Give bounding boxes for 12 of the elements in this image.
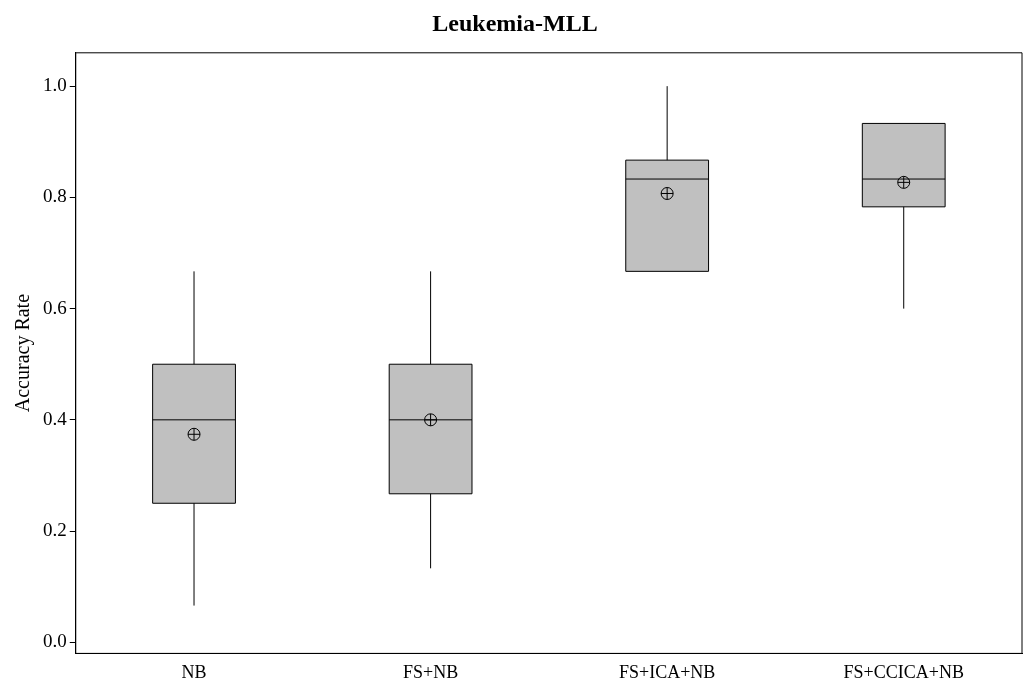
y-tick-label: 1.0 <box>43 74 67 96</box>
x-tick-label: FS+CCICA+NB <box>843 661 964 682</box>
y-tick-label: 0.8 <box>43 185 67 207</box>
y-tick-label: 0.0 <box>43 630 67 652</box>
y-tick-label: 0.2 <box>43 519 67 541</box>
x-tick-label: NB <box>181 661 207 682</box>
y-axis-title: Accuracy Rate <box>11 293 35 413</box>
x-tick-label: FS+ICA+NB <box>618 661 716 682</box>
chart-title: Leukemia-MLL <box>432 9 598 36</box>
y-tick-label: 0.6 <box>43 296 67 318</box>
x-tick-label: FS+NB <box>403 661 459 682</box>
y-tick-label: 0.4 <box>43 407 68 429</box>
